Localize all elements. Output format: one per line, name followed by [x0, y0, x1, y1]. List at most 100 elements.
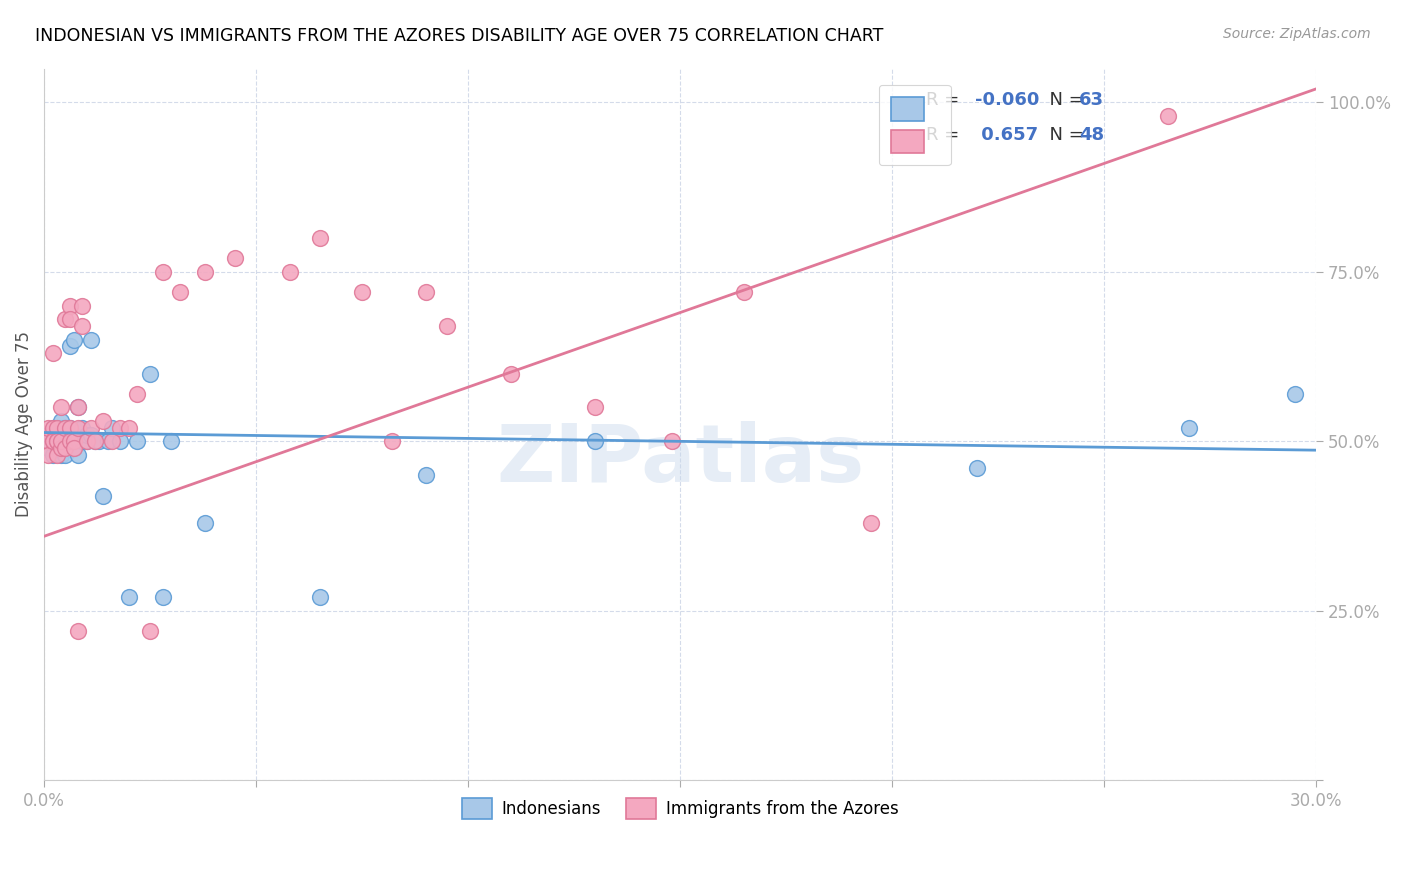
Point [53, 421, 76, 435]
Point [62, 441, 84, 455]
Point [62, 427, 84, 442]
Point [101, 421, 124, 435]
Point [49, 441, 72, 455]
Point [118, 421, 141, 435]
Legend: Indonesians, Immigrants from the Azores: Indonesians, Immigrants from the Azores [456, 792, 905, 825]
Point [37, 441, 59, 455]
Text: ZIPatlas: ZIPatlas [496, 421, 865, 499]
Text: N =: N = [1038, 127, 1090, 145]
Point [45, 421, 67, 435]
Text: R =: R = [927, 91, 965, 109]
Point [194, 265, 217, 279]
Point [436, 319, 458, 334]
Text: R =: R = [927, 127, 965, 145]
Point [53, 312, 76, 326]
Text: N =: N = [1038, 91, 1090, 109]
Point [41, 434, 63, 449]
Point [110, 434, 132, 449]
Point [308, 231, 330, 245]
Point [352, 285, 374, 300]
Point [966, 461, 988, 475]
Point [45, 421, 67, 435]
Point [72, 299, 94, 313]
Text: -0.060: -0.060 [974, 91, 1039, 109]
Point [583, 401, 606, 415]
Point [58, 421, 80, 435]
Point [661, 434, 683, 449]
Point [45, 434, 67, 449]
Point [93, 414, 115, 428]
Point [62, 434, 84, 449]
Point [1284, 387, 1306, 401]
Point [80, 421, 103, 435]
Point [58, 339, 80, 353]
Point [53, 441, 76, 455]
Text: 48: 48 [1078, 127, 1104, 145]
Point [49, 401, 72, 415]
Point [37, 448, 59, 462]
Point [37, 427, 59, 442]
Point [58, 427, 80, 442]
Point [76, 434, 98, 449]
Point [41, 448, 63, 462]
Point [62, 333, 84, 347]
Text: 63: 63 [1078, 91, 1104, 109]
Point [53, 448, 76, 462]
Point [45, 427, 67, 442]
Point [49, 448, 72, 462]
Point [84, 434, 107, 449]
Point [53, 427, 76, 442]
Point [76, 427, 98, 442]
Point [67, 448, 90, 462]
Point [49, 427, 72, 442]
Point [415, 285, 437, 300]
Point [72, 434, 94, 449]
Point [49, 421, 72, 435]
Point [499, 367, 522, 381]
Point [169, 285, 191, 300]
Point [58, 312, 80, 326]
Point [41, 434, 63, 449]
Point [733, 285, 755, 300]
Point [152, 265, 174, 279]
Point [45, 434, 67, 449]
Point [859, 516, 882, 530]
Point [49, 434, 72, 449]
Point [139, 624, 162, 639]
Point [41, 434, 63, 449]
Point [49, 414, 72, 428]
Point [67, 401, 90, 415]
Point [41, 421, 63, 435]
Text: INDONESIAN VS IMMIGRANTS FROM THE AZORES DISABILITY AGE OVER 75 CORRELATION CHAR: INDONESIAN VS IMMIGRANTS FROM THE AZORES… [35, 27, 883, 45]
Point [37, 434, 59, 449]
Point [49, 434, 72, 449]
Point [53, 421, 76, 435]
Point [308, 591, 330, 605]
Point [58, 434, 80, 449]
Point [127, 387, 149, 401]
Point [49, 434, 72, 449]
Point [84, 434, 107, 449]
Point [101, 434, 124, 449]
Point [37, 421, 59, 435]
Point [45, 434, 67, 449]
Y-axis label: Disability Age Over 75: Disability Age Over 75 [15, 332, 32, 517]
Point [45, 441, 67, 455]
Point [45, 434, 67, 449]
Point [53, 441, 76, 455]
Point [37, 434, 59, 449]
Point [67, 421, 90, 435]
Point [49, 434, 72, 449]
Point [53, 427, 76, 442]
Point [160, 434, 183, 449]
Point [72, 421, 94, 435]
Point [1178, 421, 1201, 435]
Point [152, 591, 174, 605]
Point [62, 441, 84, 455]
Point [194, 516, 217, 530]
Point [53, 434, 76, 449]
Point [139, 367, 162, 381]
Point [53, 434, 76, 449]
Text: Source: ZipAtlas.com: Source: ZipAtlas.com [1223, 27, 1371, 41]
Point [72, 319, 94, 334]
